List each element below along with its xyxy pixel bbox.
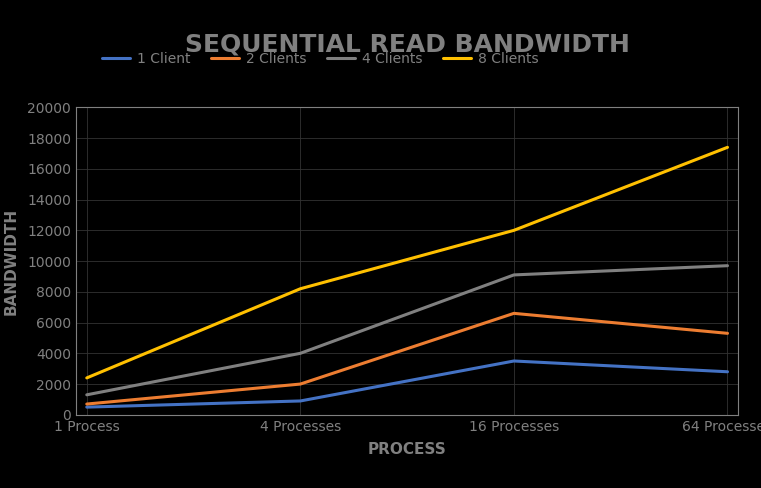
1 Client (82, 404, 91, 410)
Line: 2 Clients: 2 Clients (87, 313, 728, 404)
Legend: 1 Client, 2 Clients, 4 Clients, 8 Clients: 1 Client, 2 Clients, 4 Clients, 8 Client… (97, 47, 544, 72)
X-axis label: PROCESS: PROCESS (368, 442, 447, 457)
8 Clients (82, 375, 91, 381)
4 Clients (509, 272, 518, 278)
8 Clients (296, 286, 305, 292)
4 Clients (723, 263, 732, 268)
Line: 4 Clients: 4 Clients (87, 265, 728, 395)
Title: SEQUENTIAL READ BANDWIDTH: SEQUENTIAL READ BANDWIDTH (185, 33, 629, 57)
4 Clients (82, 392, 91, 398)
2 Clients (509, 310, 518, 316)
Line: 8 Clients: 8 Clients (87, 147, 728, 378)
2 Clients (723, 330, 732, 336)
2 Clients (296, 381, 305, 387)
Y-axis label: BANDWIDTH: BANDWIDTH (4, 207, 19, 315)
Line: 1 Client: 1 Client (87, 361, 728, 407)
1 Client (723, 369, 732, 375)
1 Client (296, 398, 305, 404)
4 Clients (296, 350, 305, 356)
1 Client (509, 358, 518, 364)
8 Clients (723, 144, 732, 150)
2 Clients (82, 401, 91, 407)
8 Clients (509, 227, 518, 233)
